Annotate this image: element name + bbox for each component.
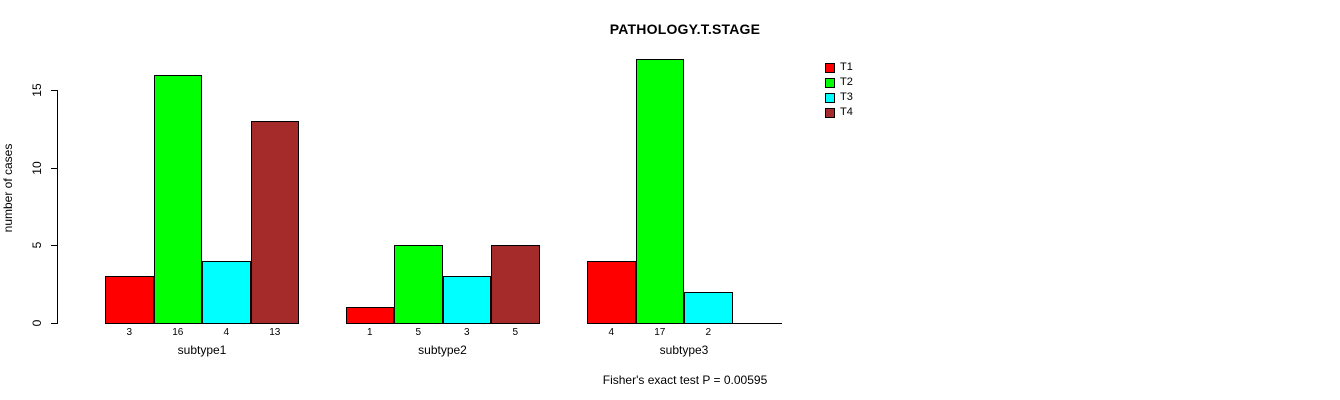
- fisher-test-annotation: Fisher's exact test P = 0.00595: [602, 373, 768, 387]
- bar-value-label: 5: [415, 327, 422, 338]
- bar-t1-subtype2: [345, 307, 394, 324]
- y-tick-label: 15: [30, 83, 44, 97]
- bar-value-label: 3: [463, 327, 470, 338]
- y-tick: [51, 167, 57, 169]
- bar-value-label: 16: [172, 327, 184, 338]
- bar-value-label: 5: [512, 327, 519, 338]
- bar-value-label: 1: [366, 327, 373, 338]
- bar-t3-subtype1: [202, 260, 251, 324]
- legend-label-t2: T2: [840, 75, 853, 88]
- y-tick-label: 0: [30, 319, 44, 327]
- bar-value-label: 3: [126, 327, 133, 338]
- y-tick: [51, 90, 57, 92]
- legend-swatch-t2: [825, 77, 835, 88]
- group-label-subtype1: subtype1: [177, 343, 227, 357]
- bar-value-label: 2: [705, 327, 712, 338]
- y-axis-line: [57, 90, 58, 324]
- group-label-subtype2: subtype2: [418, 343, 467, 357]
- legend-swatch-t3: [825, 92, 835, 103]
- y-tick-label: 5: [30, 242, 44, 249]
- bar-value-label: 4: [223, 327, 230, 338]
- bar-t2-subtype3: [635, 58, 684, 324]
- bar-t1-subtype3: [587, 260, 636, 324]
- chart-title: PATHOLOGY.T.STAGE: [609, 21, 761, 37]
- legend-label-t3: T3: [840, 90, 853, 103]
- bar-t3-subtype2: [442, 276, 491, 324]
- bar-t3-subtype3: [684, 291, 733, 324]
- y-tick-label: 10: [30, 161, 44, 175]
- bar-value-label: 4: [608, 327, 615, 338]
- y-tick: [51, 323, 57, 324]
- bar-t2-subtype2: [394, 245, 443, 324]
- legend-swatch-t4: [825, 107, 835, 118]
- group-label-subtype3: subtype3: [659, 343, 709, 357]
- bar-value-label: 13: [269, 327, 281, 338]
- bar-t4-subtype1: [250, 121, 299, 324]
- legend-swatch-t1: [825, 63, 835, 73]
- legend-label-t1: T1: [840, 61, 853, 73]
- bar-t2-subtype1: [153, 74, 202, 324]
- bar-value-label: 17: [654, 327, 666, 338]
- legend-label-t4: T4: [840, 105, 853, 118]
- bar-t4-subtype2: [491, 245, 540, 324]
- y-tick: [51, 245, 57, 247]
- bar-t1-subtype1: [105, 276, 154, 324]
- bar-t4-subtype3-zero: [732, 323, 782, 324]
